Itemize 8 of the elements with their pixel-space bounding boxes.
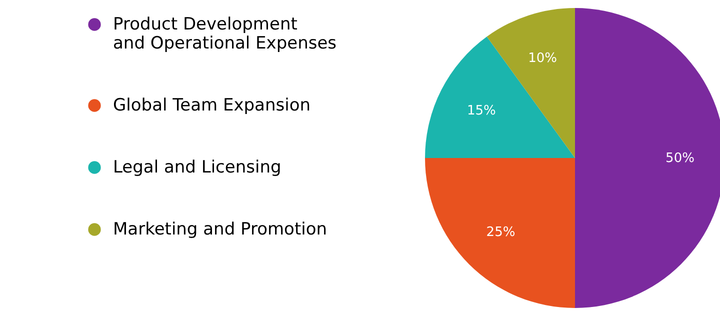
data-label: 50% — [666, 151, 694, 166]
data-label: 10% — [528, 51, 558, 66]
legend-label: Global Team Expansion — [113, 96, 311, 116]
data-label: 25% — [486, 225, 516, 240]
legend-label: Marketing and Promotion — [113, 220, 328, 240]
legend-label: Product Development and Operational Expenses — [113, 14, 337, 54]
legend-label: Legal and Licensing — [113, 158, 282, 178]
data-label: 15% — [466, 103, 496, 118]
